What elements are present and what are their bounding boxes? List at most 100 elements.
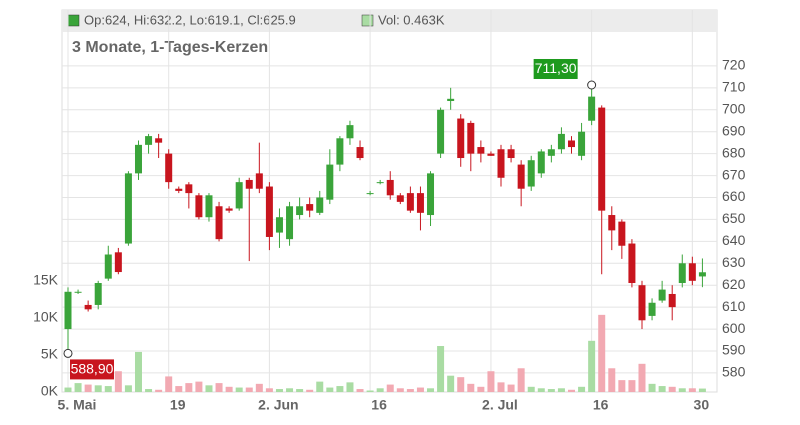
volume-bar bbox=[84, 384, 92, 392]
candle-body bbox=[678, 263, 686, 284]
volume-bar bbox=[225, 386, 233, 392]
volume-bar bbox=[175, 386, 183, 392]
volume-bar bbox=[145, 389, 153, 392]
candle-body bbox=[588, 96, 596, 121]
low-label-box bbox=[70, 359, 114, 380]
volume-bar bbox=[517, 368, 525, 392]
volume-bar bbox=[467, 383, 475, 392]
volume-bar bbox=[205, 385, 213, 392]
y-tick-label: 590 bbox=[722, 342, 746, 358]
volume-bar bbox=[255, 383, 263, 392]
candle-body bbox=[84, 304, 92, 310]
candle-body bbox=[698, 272, 706, 277]
y-tick-label: 620 bbox=[722, 276, 746, 292]
x-tick-label: 5. Mai bbox=[58, 397, 97, 413]
candle-body bbox=[406, 193, 414, 211]
volume-bar bbox=[547, 389, 555, 392]
subtitle: 3 Monate, 1-Tages-Kerzen bbox=[72, 39, 268, 56]
volume-bar bbox=[104, 386, 112, 392]
volume-bar bbox=[578, 386, 586, 392]
volume-bar bbox=[316, 381, 324, 392]
candle-body bbox=[547, 149, 555, 156]
candle-body bbox=[286, 206, 294, 240]
volume-bar bbox=[165, 376, 173, 392]
low-marker bbox=[63, 348, 73, 358]
candle-body bbox=[134, 144, 142, 174]
header-price: Op:624, Hi:632.2, Lo:619.1, Cl:625.9 bbox=[84, 12, 296, 27]
candle-body bbox=[316, 197, 324, 213]
candle-body bbox=[517, 164, 525, 189]
volume-bar bbox=[124, 385, 132, 392]
volume-bar bbox=[537, 388, 545, 392]
candle-body bbox=[487, 153, 495, 156]
candle-body bbox=[537, 151, 545, 174]
volume-bar bbox=[235, 387, 243, 392]
y2-tick-label: 15K bbox=[33, 271, 59, 287]
candle-body bbox=[628, 243, 636, 284]
y-tick-label: 630 bbox=[722, 254, 746, 270]
volume-bar bbox=[155, 389, 163, 392]
candle-body bbox=[598, 107, 606, 211]
candle-body bbox=[104, 254, 112, 279]
candle-body bbox=[326, 164, 334, 200]
x-tick-label: 2. Jul bbox=[482, 397, 518, 413]
candle-body bbox=[467, 122, 475, 154]
volume-bar bbox=[306, 389, 314, 392]
candle-body bbox=[225, 208, 233, 211]
volume-bar bbox=[447, 375, 455, 392]
candle-body bbox=[638, 285, 646, 321]
header-bar bbox=[62, 10, 717, 32]
y-tick-label: 580 bbox=[722, 364, 746, 380]
y-tick-label: 650 bbox=[722, 210, 746, 226]
volume-bar bbox=[648, 383, 656, 392]
candle-body bbox=[648, 302, 656, 316]
plot-area bbox=[61, 9, 718, 393]
volume-bar bbox=[568, 389, 575, 392]
volume-bar bbox=[376, 388, 384, 392]
volume-bar bbox=[427, 388, 435, 392]
volume-bar bbox=[245, 387, 253, 392]
y-tick-label: 710 bbox=[722, 79, 746, 95]
volume-bar bbox=[658, 386, 666, 392]
volume-bar bbox=[457, 377, 465, 392]
candle-body bbox=[608, 215, 616, 231]
high-label: 711,30 bbox=[535, 60, 577, 76]
candle-body bbox=[124, 173, 132, 244]
x-tick-label: 16 bbox=[593, 397, 609, 413]
volume-bar bbox=[678, 388, 686, 392]
x-tick-label: 2. Jun bbox=[258, 397, 298, 413]
volume-bar bbox=[185, 383, 193, 392]
candle-body bbox=[306, 204, 314, 211]
volume-bar bbox=[527, 386, 535, 392]
volume-bar bbox=[628, 380, 636, 392]
candle-body bbox=[356, 147, 364, 159]
candle-body bbox=[175, 188, 183, 191]
candle-body bbox=[568, 140, 575, 148]
candle-body bbox=[497, 149, 505, 178]
y-tick-label: 610 bbox=[722, 298, 746, 314]
volume-bar bbox=[74, 383, 82, 392]
y-tick-label: 670 bbox=[722, 166, 746, 182]
candle-body bbox=[235, 182, 243, 209]
volume-bar bbox=[396, 388, 404, 392]
candle-body bbox=[296, 206, 304, 216]
candle-body bbox=[205, 195, 213, 218]
candle-body bbox=[275, 217, 283, 233]
volume-bar bbox=[195, 381, 203, 392]
volume-bar bbox=[588, 340, 596, 392]
volume-bar bbox=[296, 389, 304, 392]
volume-bar bbox=[64, 387, 72, 392]
y-tick-label: 690 bbox=[722, 122, 746, 138]
legend-icon bbox=[67, 14, 80, 27]
high-label-box bbox=[533, 58, 578, 79]
volume-bar bbox=[507, 384, 515, 392]
legend-icon bbox=[361, 14, 374, 27]
volume-bar bbox=[618, 380, 626, 392]
volume-bar bbox=[608, 368, 616, 392]
y-tick-label: 640 bbox=[722, 232, 746, 248]
volume-bar bbox=[94, 385, 102, 392]
volume-bar bbox=[134, 351, 142, 392]
y2-tick-label: 0K bbox=[41, 383, 59, 399]
volume-bar bbox=[688, 388, 696, 392]
y-tick-label: 680 bbox=[722, 144, 746, 160]
